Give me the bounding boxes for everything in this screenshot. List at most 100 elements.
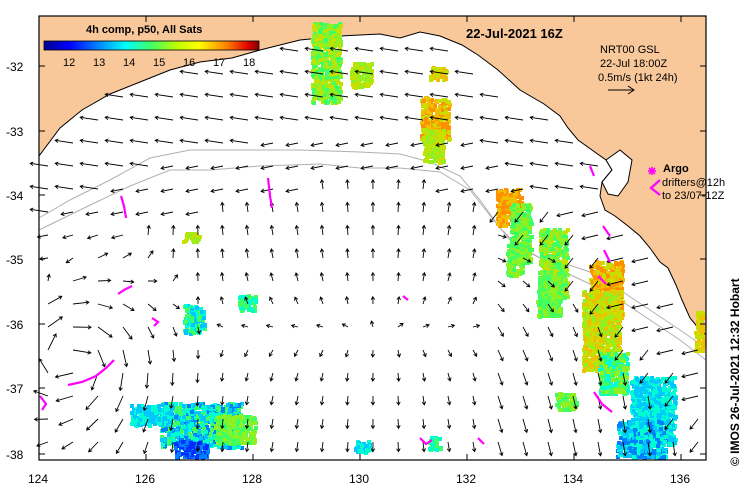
sst-pixel <box>588 349 592 353</box>
sst-pixel <box>671 404 675 408</box>
sst-pixel <box>436 78 440 82</box>
sst-pixel <box>553 272 557 276</box>
sst-pixel <box>552 243 556 247</box>
sst-pixel <box>333 61 337 65</box>
sst-pixel <box>628 446 632 450</box>
sst-pixel <box>558 314 562 318</box>
sst-pixel <box>610 301 614 305</box>
sst-pixel <box>364 72 368 76</box>
sst-pixel <box>657 401 661 405</box>
sst-pixel <box>588 301 592 305</box>
sst-pixel <box>439 67 443 71</box>
sst-pixel <box>618 336 622 340</box>
sst-pixel <box>545 249 549 253</box>
sst-pixel <box>652 444 656 448</box>
sst-pixel <box>520 251 524 255</box>
sst-pixel <box>497 198 501 202</box>
sst-pixel <box>602 274 606 278</box>
sst-pixel <box>337 53 341 57</box>
sst-pixel <box>648 450 652 454</box>
sst-pixel <box>615 282 619 286</box>
sst-pixel <box>322 43 326 47</box>
sst-pixel <box>639 387 643 391</box>
sst-pixel <box>593 312 597 316</box>
sst-pixel <box>319 43 323 47</box>
sst-pixel <box>635 385 639 389</box>
sst-pixel <box>315 37 319 41</box>
sst-pixel <box>664 392 668 396</box>
sst-pixel <box>552 277 556 281</box>
sst-pixel <box>538 310 542 314</box>
sst-pixel <box>611 279 615 283</box>
sst-pixel <box>609 290 613 294</box>
sst-pixel <box>324 101 328 105</box>
sst-pixel <box>618 272 622 276</box>
sst-pixel <box>197 318 201 322</box>
sst-pixel <box>626 385 630 389</box>
sst-pixel <box>604 330 608 334</box>
sst-pixel <box>564 290 568 294</box>
sst-pixel <box>521 263 525 267</box>
sst-pixel <box>584 359 588 363</box>
sst-pixel <box>538 300 542 304</box>
sst-pixel <box>654 440 658 444</box>
sst-pixel <box>585 296 589 300</box>
sst-pixel <box>433 103 437 107</box>
sst-pixel <box>564 269 568 273</box>
sst-pixel <box>669 378 673 382</box>
sst-pixel <box>632 409 636 413</box>
sst-pixel <box>611 339 615 343</box>
sst-pixel <box>618 353 622 357</box>
sst-pixel <box>654 404 658 408</box>
sst-pixel <box>595 276 599 280</box>
sst-pixel <box>663 440 667 444</box>
sst-pixel <box>365 69 369 73</box>
sst-pixel <box>542 306 546 310</box>
sst-pixel <box>316 55 320 59</box>
sst-pixel <box>583 352 587 356</box>
sst-pixel <box>498 218 502 222</box>
sst-pixel <box>607 385 611 389</box>
sst-pixel <box>610 378 614 382</box>
sst-pixel <box>512 220 516 224</box>
sst-pixel <box>242 295 246 299</box>
sst-pixel <box>430 146 434 150</box>
sst-pixel <box>185 233 189 237</box>
sst-pixel <box>617 333 621 337</box>
sst-pixel <box>322 68 326 72</box>
sst-pixel <box>543 256 547 260</box>
sst-pixel <box>559 284 563 288</box>
sst-pixel <box>321 99 325 103</box>
sst-pixel <box>508 257 512 261</box>
sst-pixel <box>696 332 700 336</box>
sst-pixel <box>672 391 676 395</box>
sst-pixel <box>609 381 613 385</box>
sst-pixel <box>596 290 600 294</box>
sst-pixel <box>539 280 543 284</box>
sst-pixel <box>614 261 618 265</box>
sst-pixel <box>334 33 338 37</box>
sst-pixel <box>328 37 332 41</box>
sst-pixel <box>312 43 316 47</box>
sst-pixel <box>337 36 341 40</box>
sst-pixel <box>435 109 439 113</box>
sst-pixel <box>632 398 636 402</box>
sst-pixel <box>189 332 193 336</box>
sst-pixel <box>517 200 521 204</box>
sst-pixel <box>611 266 615 270</box>
sst-pixel <box>558 280 562 284</box>
sst-pixel <box>554 288 558 292</box>
sst-pixel <box>702 340 706 344</box>
sst-pixel <box>370 79 374 83</box>
sst-pixel <box>671 410 675 414</box>
sst-pixel <box>561 231 565 235</box>
sst-pixel <box>519 233 523 237</box>
sst-pixel <box>508 271 512 275</box>
sst-pixel <box>549 278 553 282</box>
sst-pixel <box>440 146 444 150</box>
sst-pixel <box>666 410 670 414</box>
sst-pixel <box>325 69 329 73</box>
sst-pixel <box>516 195 520 199</box>
sst-pixel <box>605 292 609 296</box>
sst-pixel <box>655 437 659 441</box>
